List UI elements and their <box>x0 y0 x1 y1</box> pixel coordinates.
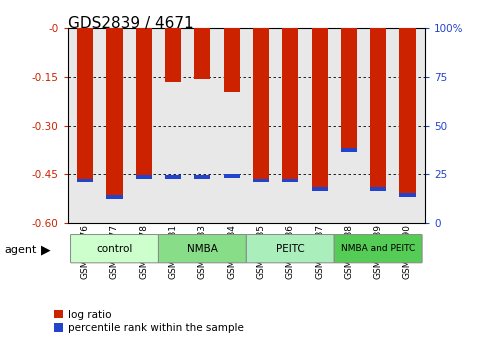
Bar <box>136 28 152 178</box>
Bar <box>165 28 181 82</box>
Bar <box>224 174 240 178</box>
Bar <box>370 187 386 190</box>
Text: PEITC: PEITC <box>276 244 305 254</box>
Bar <box>341 28 357 150</box>
Text: control: control <box>96 244 133 254</box>
Bar <box>399 28 415 195</box>
FancyBboxPatch shape <box>246 235 334 263</box>
Bar <box>77 178 93 182</box>
FancyBboxPatch shape <box>158 235 246 263</box>
Bar <box>165 175 181 179</box>
FancyBboxPatch shape <box>334 235 422 263</box>
Bar <box>399 193 415 197</box>
Bar <box>312 28 327 189</box>
Bar <box>253 28 269 181</box>
Bar <box>194 28 211 79</box>
Text: ▶: ▶ <box>41 243 51 256</box>
Bar <box>77 28 93 181</box>
Bar <box>312 187 327 190</box>
Bar <box>106 195 123 199</box>
Bar <box>224 28 240 92</box>
FancyBboxPatch shape <box>71 235 158 263</box>
Bar <box>194 175 211 179</box>
Text: NMBA: NMBA <box>187 244 218 254</box>
Bar <box>136 175 152 179</box>
Bar <box>282 178 298 182</box>
Text: NMBA and PEITC: NMBA and PEITC <box>341 244 415 253</box>
Bar <box>253 178 269 182</box>
Legend: log ratio, percentile rank within the sample: log ratio, percentile rank within the sa… <box>54 310 244 333</box>
Bar <box>106 28 123 197</box>
Bar <box>341 148 357 152</box>
Bar <box>282 28 298 181</box>
Bar <box>370 28 386 189</box>
Text: agent: agent <box>5 245 37 255</box>
Text: GDS2839 / 4671: GDS2839 / 4671 <box>68 16 193 31</box>
